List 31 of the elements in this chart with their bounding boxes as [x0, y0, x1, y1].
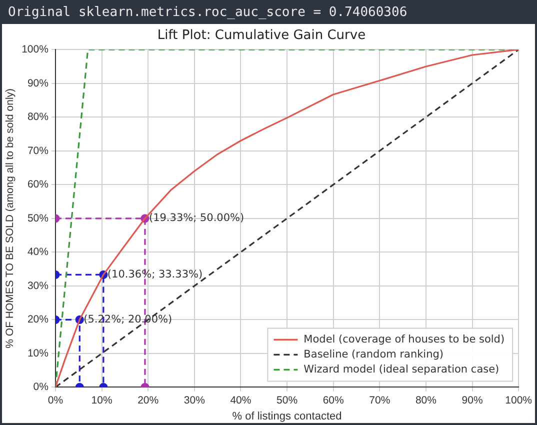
- y-tick-label: 70%: [27, 144, 48, 157]
- x-axis-title: % of listings contacted: [232, 410, 342, 422]
- x-tick-label: 50%: [276, 394, 298, 406]
- y-tick-label: 10%: [27, 347, 48, 360]
- x-tick-label: 100%: [505, 394, 532, 406]
- legend-label: Baseline (random ranking): [304, 348, 444, 360]
- x-tick-label: 30%: [184, 394, 205, 406]
- x-tick-label: 0%: [48, 394, 64, 406]
- y-tick-label: 20%: [27, 314, 48, 326]
- y-tick-label: 30%: [27, 280, 48, 292]
- legend-label: Model (coverage of houses to be sold): [304, 333, 505, 346]
- y-tick-label: 100%: [22, 43, 48, 56]
- text: Original sklearn.metrics.roc_auc_score = 0.74060306: [7, 4, 408, 22]
- legend-label: Wizard model (ideal separation case): [304, 363, 500, 376]
- y-tick-label: 60%: [27, 178, 48, 191]
- x-tick-label: 10%: [91, 394, 112, 406]
- x-tick-label: 90%: [462, 394, 483, 406]
- x-tick-label: 40%: [230, 394, 252, 406]
- chart-title: Lift Plot: Cumulative Gain Curve: [157, 28, 366, 44]
- y-tick-label: 50%: [27, 212, 48, 224]
- y-tick-label: 90%: [27, 77, 48, 90]
- x-tick-label: 20%: [138, 394, 159, 406]
- annotation: (10.36%; 33.33%): [107, 268, 203, 280]
- y-tick-label: 40%: [27, 246, 48, 258]
- annotation: (19.33%; 50.00%): [148, 212, 244, 224]
- y-tick-label: 80%: [27, 111, 48, 124]
- y-axis-title: % OF HOMES TO BE SOLD (among all to be sold only): [4, 88, 16, 348]
- x-tick-label: 60%: [322, 394, 344, 406]
- y-tick-label: 0%: [33, 381, 48, 394]
- x-tick-label: 80%: [415, 394, 436, 406]
- x-tick-label: 70%: [369, 394, 390, 406]
